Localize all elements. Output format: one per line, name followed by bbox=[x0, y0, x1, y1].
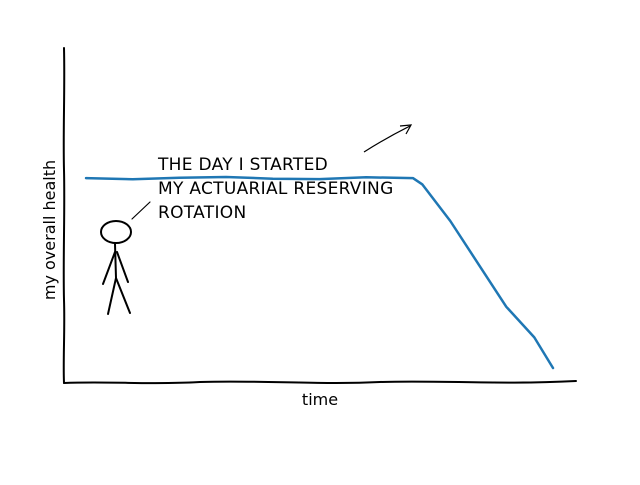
annotation-line-3: ROTATION bbox=[158, 203, 246, 223]
x-axis-label: time bbox=[302, 390, 338, 409]
stick-figure-body bbox=[114, 243, 117, 279]
annotation-line-1: THE DAY I STARTED bbox=[157, 155, 328, 175]
y-axis bbox=[62, 47, 66, 384]
stick-figure-right-leg bbox=[115, 277, 131, 314]
annotation-arrowhead bbox=[399, 124, 413, 135]
x-axis bbox=[63, 380, 577, 385]
stick-figure-right-arm bbox=[116, 251, 129, 283]
stick-figure-left-arm bbox=[102, 251, 116, 285]
stick-figure-left-leg bbox=[107, 277, 117, 315]
series-layer bbox=[84, 175, 555, 370]
stick-figure-head bbox=[100, 220, 132, 244]
series-line-0 bbox=[84, 175, 555, 370]
annotation-line-2: MY ACTUARIAL RESERVING bbox=[158, 179, 394, 199]
y-axis-label: my overall health bbox=[40, 160, 59, 300]
speech-line bbox=[131, 201, 151, 220]
stick-figure bbox=[100, 201, 151, 315]
annotation-arrow bbox=[363, 125, 411, 153]
annotation: THE DAY I STARTED MY ACTUARIAL RESERVING… bbox=[157, 124, 413, 223]
